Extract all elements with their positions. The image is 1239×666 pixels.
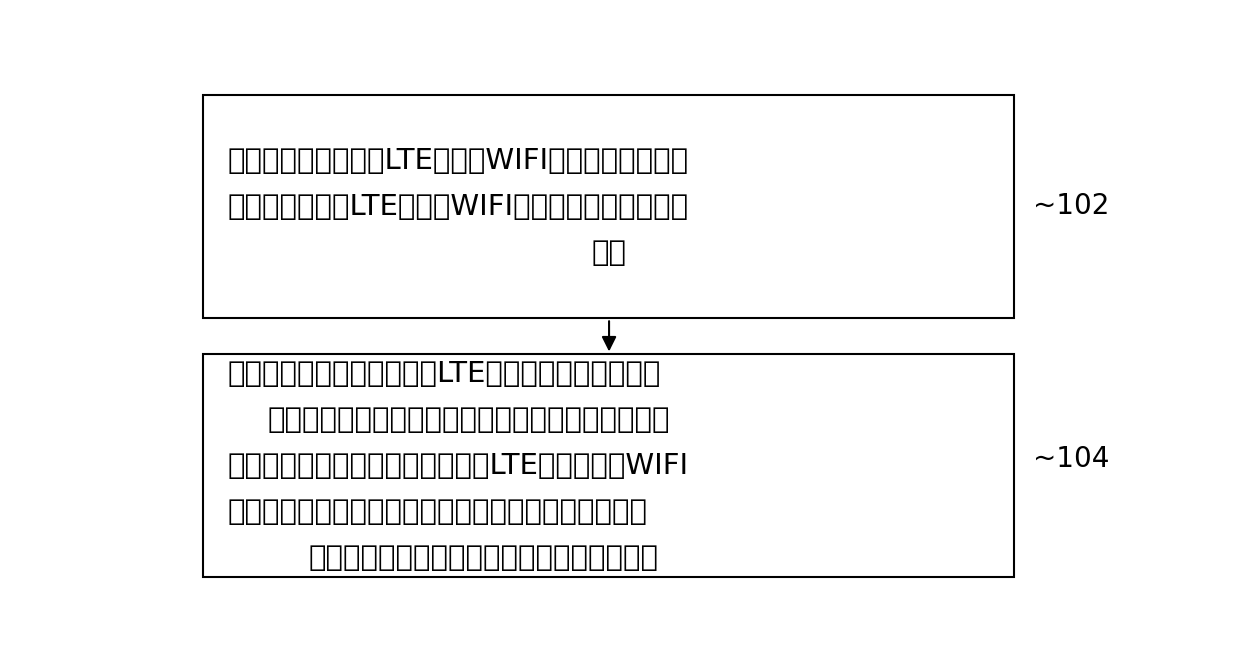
FancyBboxPatch shape bbox=[203, 354, 1015, 577]
Text: 大器的初始静态工作电流调整至目标静态工作电流；: 大器的初始静态工作电流调整至目标静态工作电流； bbox=[268, 406, 670, 434]
Text: 干扰: 干扰 bbox=[591, 239, 626, 267]
Text: 若是，则将所述终端设备的LTE信号发射电路的功率放: 若是，则将所述终端设备的LTE信号发射电路的功率放 bbox=[227, 360, 660, 388]
Text: 信号之间的干扰值，所述目标静态工作电流对应的干扰: 信号之间的干扰值，所述目标静态工作电流对应的干扰 bbox=[227, 498, 647, 526]
FancyBboxPatch shape bbox=[203, 95, 1015, 318]
Text: ~102: ~102 bbox=[1033, 192, 1110, 220]
Text: 值小于所述初始静态工作电流对应的干扰值。: 值小于所述初始静态工作电流对应的干扰值。 bbox=[309, 544, 658, 572]
Text: 终端设备收发的LTE信号和WIFI信号之间是否存在邻频: 终端设备收发的LTE信号和WIFI信号之间是否存在邻频 bbox=[227, 193, 689, 221]
Text: 其中，静态工作电流用于表征所述LTE信号和所述WIFI: 其中，静态工作电流用于表征所述LTE信号和所述WIFI bbox=[227, 452, 689, 480]
Text: 检测到终端设备接入LTE网络和WIFI网络时，确定所述: 检测到终端设备接入LTE网络和WIFI网络时，确定所述 bbox=[227, 147, 689, 174]
Text: ~104: ~104 bbox=[1033, 446, 1110, 474]
